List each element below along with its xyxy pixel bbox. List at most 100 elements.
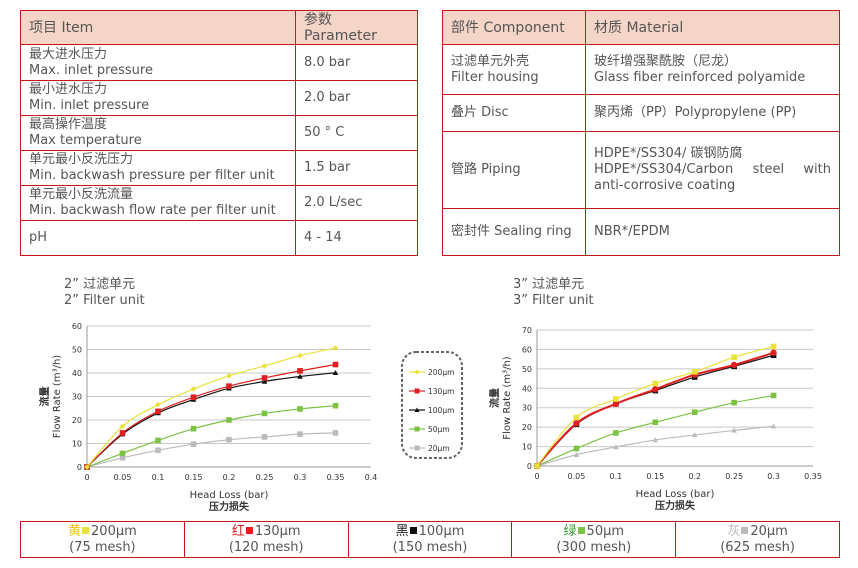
data-point (613, 396, 619, 402)
data-point (119, 455, 126, 461)
specs-table: 项目 Item 参数 Parameter 最大进水压力 Max. inlet pre… (20, 10, 418, 256)
data-point (414, 407, 420, 412)
color-name: 黄 (68, 523, 82, 539)
filter-size: 20μm (750, 523, 788, 539)
data-point (534, 463, 540, 469)
data-point (770, 423, 777, 429)
spec-item: 最小进水压力 Min. inlet pressure (20, 80, 296, 116)
series-50 (534, 392, 777, 469)
data-point (730, 361, 738, 369)
spec-value: 50 ° C (295, 115, 418, 151)
data-point (332, 361, 339, 368)
material: NBR*/EPDM (585, 208, 840, 256)
spec-row: pH 4 - 14 (20, 220, 418, 256)
y-tick-label: 10 (522, 443, 532, 452)
materials-table: 部件 Component 材质 Material 过滤单元外壳 Filter hou… (442, 10, 840, 256)
data-point (573, 451, 580, 457)
y-axis-label: Flow Rate (m³/h) (52, 355, 63, 438)
mesh-count: (625 mesh) (720, 539, 795, 555)
data-point (261, 363, 268, 369)
data-point (297, 373, 303, 379)
mesh-count: (75 mesh) (69, 539, 136, 555)
filter-size: 200μm (91, 523, 137, 539)
y-tick-label: 70 (522, 326, 532, 335)
data-point (84, 464, 90, 470)
color-swatch (82, 526, 90, 534)
series-line (86, 372, 336, 468)
series-line (86, 347, 336, 468)
header-component: 部件 Component (442, 10, 586, 45)
data-point (297, 406, 303, 412)
data-point (652, 386, 659, 393)
material-row: 过滤单元外壳 Filter housing 玻纤增强聚酰胺（尼龙） Glass fib… (442, 44, 840, 95)
legend-label: 50μm (428, 425, 450, 434)
x-axis-label: Head Loss (bar) (636, 489, 715, 500)
legend-label: 100μm (428, 406, 454, 415)
chart2-title: 3” 过滤单元 3” Filter unit (513, 277, 594, 308)
data-point (731, 427, 737, 433)
x-tick-label: 0.15 (185, 473, 203, 482)
data-point (414, 388, 420, 394)
material: 聚丙烯（PP）Polypropylene (PP) (585, 94, 840, 132)
data-point (226, 436, 232, 443)
x-tick-label: 0.35 (327, 473, 345, 482)
mesh-legend-item: 黑 100μm (150 mesh) (347, 521, 513, 558)
data-point (297, 352, 303, 359)
mesh-count: (150 mesh) (392, 539, 468, 555)
data-point (190, 394, 197, 401)
spec-item: 最大进水压力 Max. inlet pressure (20, 44, 296, 81)
legend-label: 20μm (428, 444, 450, 453)
series-200 (534, 343, 777, 469)
data-point (573, 414, 580, 421)
color-name: 灰 (727, 523, 741, 539)
spec-row: 最小进水压力 Min. inlet pressure 2.0 bar (20, 80, 418, 116)
data-point (573, 445, 580, 452)
data-point (573, 420, 580, 427)
data-point (119, 450, 126, 457)
data-point (332, 345, 339, 351)
series-line (86, 363, 336, 468)
mesh-count: (300 mesh) (556, 539, 632, 555)
data-point (691, 409, 698, 415)
y-tick-label: 0 (77, 463, 82, 472)
x-tick-label: 0.35 (804, 472, 822, 481)
material: 玻纤增强聚酰胺（尼龙） Glass fiber reinforced polyam… (585, 44, 840, 95)
color-swatch (741, 526, 749, 534)
data-point (613, 430, 619, 436)
color-name: 黑 (395, 523, 409, 539)
series-line (86, 432, 336, 468)
y-axis-label-zh: 流量 (38, 387, 51, 407)
x-tick-label: 0.4 (365, 473, 378, 482)
filter-size: 130μm (254, 523, 301, 539)
x-tick-label: 0.05 (568, 472, 586, 481)
data-point (297, 431, 303, 437)
spec-row: 最高操作温度 Max temperature 50 ° C (20, 115, 418, 151)
data-point (652, 419, 659, 426)
data-point (297, 368, 303, 374)
data-point (613, 444, 619, 450)
y-tick-label: 30 (72, 393, 82, 402)
x-tick-label: 0.25 (256, 473, 274, 482)
data-point (691, 432, 698, 438)
spec-value: 4 - 14 (295, 220, 418, 256)
y-tick-label: 40 (522, 384, 532, 393)
data-point (332, 369, 339, 376)
data-point (332, 430, 339, 436)
data-point (652, 437, 659, 443)
data-point (119, 423, 126, 430)
data-point (190, 386, 197, 392)
x-tick-label: 0.2 (688, 472, 701, 481)
x-tick-label: 0 (84, 473, 89, 482)
filter-size: 100μm (418, 523, 465, 539)
data-point (612, 400, 620, 408)
y-tick-label: 50 (522, 365, 532, 374)
data-point (770, 349, 777, 356)
material-row: 密封件 Sealing ring NBR*/EPDM (442, 208, 840, 256)
header-item: 项目 Item (20, 10, 296, 45)
data-point (691, 368, 698, 375)
x-tick-label: 0.25 (725, 472, 743, 481)
x-tick-label: 0.1 (609, 472, 622, 481)
data-point (261, 434, 268, 440)
data-point (731, 354, 737, 360)
